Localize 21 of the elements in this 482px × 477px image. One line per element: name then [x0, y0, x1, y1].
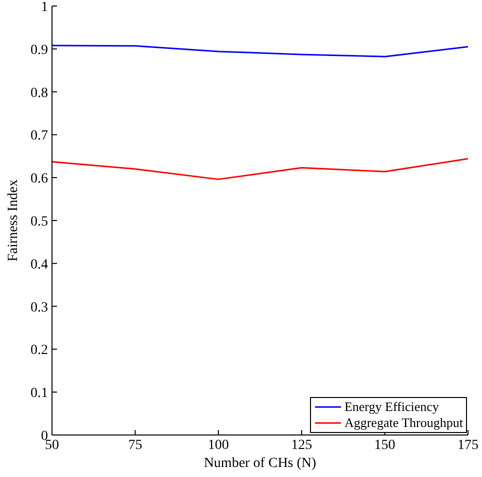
y-tick-label: 0.2 [30, 343, 48, 358]
y-tick-label: 0.8 [30, 86, 48, 101]
line-series [52, 158, 468, 180]
y-tick-label: 0.5 [30, 214, 48, 230]
y-axis-title: Fairness Index [6, 179, 21, 262]
y-tick-label: 1 [41, 0, 48, 15]
legend-label: Energy Efficiency [344, 399, 439, 415]
x-tick-label: 125 [291, 438, 312, 453]
y-tick-label: 0.7 [30, 128, 48, 144]
y-tick-label: 0.4 [30, 257, 48, 272]
y-tick-label: 0.1 [30, 386, 48, 402]
x-tick-label: 75 [128, 438, 142, 453]
x-tick-label: 175 [458, 438, 478, 453]
y-tick-label: 0.6 [30, 172, 48, 187]
x-axis-title: Number of CHs (N) [204, 456, 317, 471]
x-tick-label: 150 [374, 438, 396, 453]
line-series [52, 44, 468, 58]
legend-label: Aggregate Throughput [344, 415, 463, 431]
y-tick-label: 0.3 [30, 300, 48, 316]
y-tick-label: 0.9 [30, 42, 48, 58]
x-tick-label: 100 [208, 438, 229, 453]
